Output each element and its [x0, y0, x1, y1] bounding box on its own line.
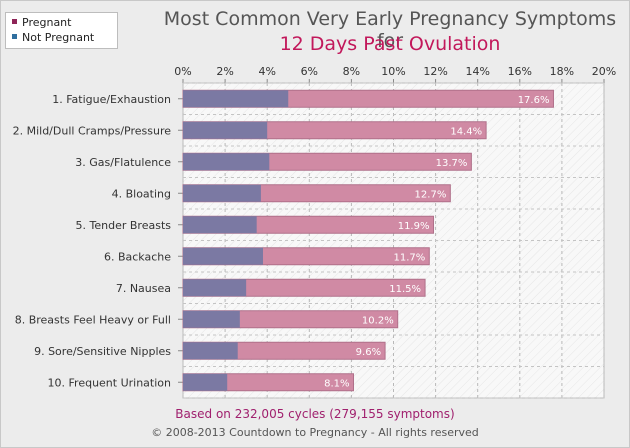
- bar-not-pregnant: [183, 247, 263, 265]
- chart-subtitle: 12 Days Past Ovulation: [279, 33, 501, 55]
- data-label: 10.2%: [362, 315, 394, 326]
- legend-swatch-pregnant: [12, 19, 17, 24]
- category-label: 2. Mild/Dull Cramps/Pressure: [13, 124, 172, 137]
- category-label: 6. Backache: [104, 250, 171, 263]
- category-label: 7. Nausea: [116, 282, 171, 295]
- x-tick-label: 16%: [508, 65, 532, 78]
- x-tick-label: 18%: [550, 65, 574, 78]
- bar-not-pregnant: [183, 342, 238, 360]
- x-tick-label: 2%: [216, 65, 233, 78]
- data-label: 12.7%: [415, 189, 447, 200]
- legend-label-pregnant: Pregnant: [22, 16, 72, 29]
- data-label: 8.1%: [324, 378, 349, 389]
- bar-not-pregnant: [183, 184, 261, 202]
- x-tick-label: 20%: [592, 65, 616, 78]
- chart-title: Most Common Very Early Pregnancy Symptom…: [163, 8, 617, 52]
- legend: Pregnant Not Pregnant: [5, 12, 118, 49]
- footer-note: Based on 232,005 cycles (279,155 symptom…: [175, 407, 455, 421]
- data-label: 11.7%: [394, 252, 426, 263]
- category-label: 10. Frequent Urination: [48, 376, 172, 389]
- copyright: © 2008-2013 Countdown to Pregnancy - All…: [151, 426, 479, 439]
- legend-item-not-pregnant: Not Pregnant: [12, 31, 94, 45]
- legend-item-pregnant: Pregnant: [12, 16, 71, 30]
- x-tick-label: 10%: [381, 65, 405, 78]
- category-label: 4. Bloating: [112, 187, 171, 200]
- x-tick-label: 12%: [423, 65, 447, 78]
- bar-not-pregnant: [183, 310, 240, 328]
- category-label: 5. Tender Breasts: [76, 219, 172, 232]
- data-label: 11.9%: [398, 221, 430, 232]
- bar-not-pregnant: [183, 90, 289, 108]
- x-tick-label: 6%: [301, 65, 318, 78]
- bar-not-pregnant: [183, 373, 228, 391]
- legend-swatch-not-pregnant: [12, 34, 17, 39]
- bar-not-pregnant: [183, 153, 270, 171]
- x-tick-label: 0%: [174, 65, 191, 78]
- data-label: 11.5%: [389, 284, 421, 295]
- category-label: 9. Sore/Sensitive Nipples: [34, 345, 171, 358]
- x-tick-label: 14%: [465, 65, 489, 78]
- data-label: 9.6%: [356, 347, 381, 358]
- data-label: 17.6%: [518, 95, 550, 106]
- category-label: 3. Gas/Flatulence: [75, 156, 171, 169]
- bar-not-pregnant: [183, 216, 257, 234]
- x-tick-label: 4%: [258, 65, 275, 78]
- bar-not-pregnant: [183, 279, 247, 297]
- category-label: 8. Breasts Feel Heavy or Full: [15, 313, 171, 326]
- category-label: 1. Fatigue/Exhaustion: [52, 93, 171, 106]
- x-tick-label: 8%: [343, 65, 360, 78]
- data-label: 14.4%: [450, 126, 482, 137]
- bar-not-pregnant: [183, 121, 268, 139]
- data-label: 13.7%: [436, 158, 468, 169]
- legend-label-not-pregnant: Not Pregnant: [22, 31, 95, 44]
